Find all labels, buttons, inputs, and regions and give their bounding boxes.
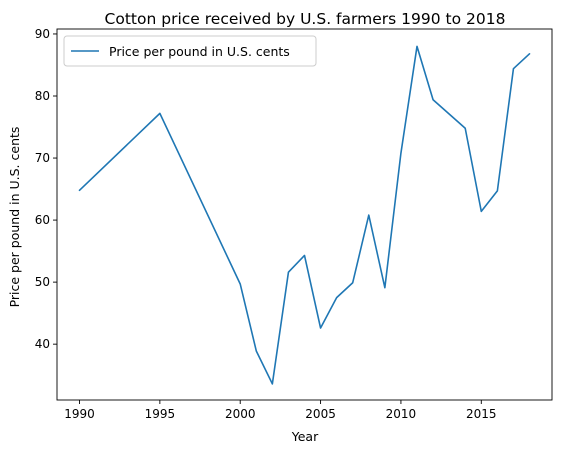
- y-tick-label: 90: [35, 27, 50, 41]
- axes-frame: [56, 28, 553, 401]
- x-tick-label: 2015: [466, 407, 497, 421]
- y-tick-label: 80: [35, 89, 50, 103]
- y-tick-label: 60: [35, 213, 50, 227]
- x-tick-label: 1995: [145, 407, 176, 421]
- x-axis-ticks: 1990 1995 2000 2005 2010 2015: [64, 400, 497, 421]
- x-tick-label: 1990: [64, 407, 95, 421]
- y-tick-label: 40: [35, 337, 50, 351]
- x-tick-label: 2005: [305, 407, 336, 421]
- y-tick-label: 50: [35, 275, 50, 289]
- plot-area: [78, 45, 531, 385]
- legend-label: Price per pound in U.S. cents: [109, 44, 290, 59]
- legend-box: [63, 35, 317, 67]
- y-axis-label: Price per pound in U.S. cents: [7, 127, 22, 308]
- x-tick-label: 2010: [386, 407, 417, 421]
- series-line-price: [78, 45, 531, 385]
- legend: Price per pound in U.S. cents: [63, 35, 317, 67]
- x-tick-label: 2000: [225, 407, 256, 421]
- y-axis-ticks: 40 50 60 70 80 90: [35, 27, 57, 351]
- y-tick-label: 70: [35, 151, 50, 165]
- x-axis-label: Year: [291, 429, 319, 444]
- chart-title: Cotton price received by U.S. farmers 19…: [105, 10, 506, 28]
